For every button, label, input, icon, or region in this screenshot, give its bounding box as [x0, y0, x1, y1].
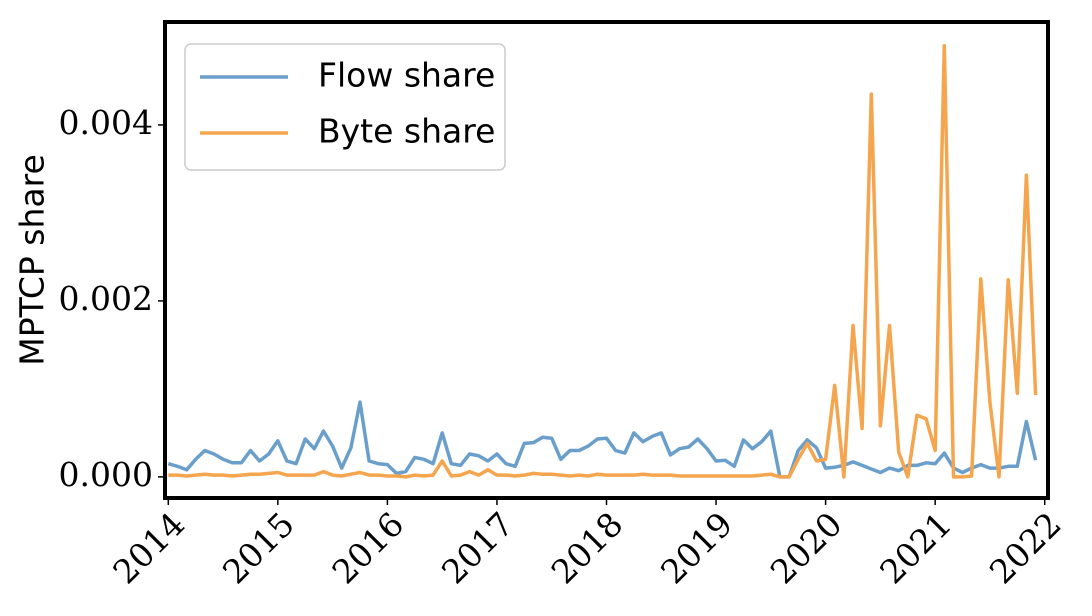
y-tick-label: 0.002	[59, 279, 153, 318]
legend-label: Flow share	[318, 56, 495, 95]
plot-frame	[163, 20, 1050, 500]
y-axis-label: MPTCP share	[13, 154, 52, 366]
x-tick-label: 2015	[215, 504, 302, 591]
x-tick-label: 2016	[324, 504, 411, 591]
x-tick-label: 2022	[982, 504, 1069, 591]
line	[168, 44, 1038, 479]
legend-label: Byte share	[318, 112, 495, 151]
x-tick-label: 2014	[105, 504, 192, 591]
y-tick-label: 0.000	[59, 455, 153, 494]
y-tick-label: 0.004	[59, 103, 153, 142]
x-tick-label: 2018	[544, 504, 631, 591]
line	[167, 400, 1038, 479]
x-tick-label: 2017	[434, 504, 521, 591]
x-tick-label: 2019	[653, 504, 740, 591]
legend: Flow share Byte share	[184, 43, 506, 171]
x-tick-label: 2020	[763, 504, 850, 591]
x-tick-label: 2021	[872, 504, 959, 591]
